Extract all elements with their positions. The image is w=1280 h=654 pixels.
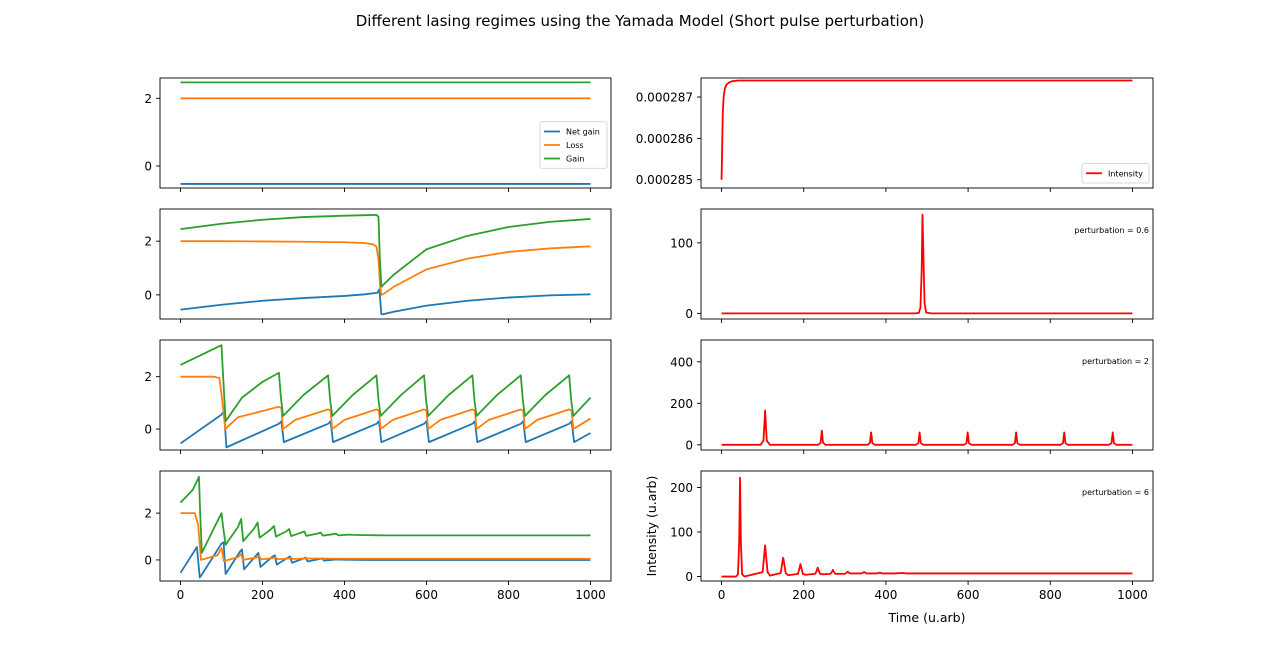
legend: Net gain Loss Gain [539, 121, 608, 169]
series-line-loss [180, 240, 591, 296]
axes-frame [700, 470, 1154, 582]
series-line-gain [179, 475, 591, 554]
y-tick-label: 2 [144, 370, 152, 384]
legend-entry: Intensity [1108, 169, 1143, 178]
x-tick-label: 0 [718, 588, 726, 602]
y-tick-label: 2 [144, 235, 152, 249]
y-tick-label: 0 [144, 423, 152, 437]
y-tick-label: 0.000287 [636, 91, 693, 105]
axes-frame [159, 77, 612, 189]
x-tick-label: 1000 [575, 588, 606, 602]
y-tick-label: 0.000285 [636, 173, 693, 187]
legend-box [1081, 163, 1150, 184]
x-tick-label: 800 [497, 588, 520, 602]
series-group [721, 476, 1133, 578]
x-axis-label: Time (u.arb) [888, 610, 966, 625]
series-group [180, 81, 591, 185]
y-tick-label: 200 [670, 397, 693, 411]
series-group [721, 409, 1133, 446]
y-tick-label: 2 [144, 92, 152, 106]
series-line-loss [180, 375, 591, 430]
series-line-intensity [720, 79, 1133, 180]
series-group [179, 475, 591, 579]
series-line-gain [180, 344, 592, 423]
axes-frame [159, 208, 612, 320]
legend-entry: Gain [566, 155, 584, 164]
series-line-gain [180, 213, 591, 288]
panel-left-3: 02 [144, 339, 612, 454]
panel-left-4: 0 200 400 600 800 1000 0 2 [144, 470, 612, 602]
y-tick-label: 0 [685, 438, 693, 452]
perturbation-annotation: perturbation = 0.6 [1074, 226, 1149, 235]
axes-frame [700, 339, 1154, 451]
x-tick-label: 0 [177, 588, 185, 602]
y-tick-label: 0 [144, 553, 152, 567]
legend: Intensity [1081, 163, 1150, 184]
series-line-net-gain [179, 541, 591, 579]
panel-left-1: 0 2 Net gain Loss Gain [144, 77, 612, 192]
x-tick-label: 400 [874, 588, 897, 602]
series-line-intensity [721, 409, 1133, 446]
legend-entry: Loss [566, 141, 584, 150]
y-axis-label: Intensity (u.arb) [644, 476, 659, 577]
panel-right-4: 0 200 400 600 800 1000 0 100 200 perturbation = 6… [644, 470, 1154, 625]
perturbation-annotation: perturbation = 2 [1082, 357, 1149, 366]
y-tick-label: 0 [685, 570, 693, 584]
legend-entry: Net gain [566, 128, 600, 137]
perturbation-annotation: perturbation = 6 [1082, 488, 1149, 497]
panel-left-2: 02 [144, 208, 612, 323]
series-group [720, 79, 1133, 180]
y-tick-label: 0 [144, 288, 152, 302]
axes-frame [700, 77, 1154, 189]
panel-right-2: 0 100 perturbation = 0.6 [670, 208, 1154, 323]
series-line-intensity [721, 476, 1133, 578]
x-tick-label: 200 [792, 588, 815, 602]
panel-right-3: 0 200 400 perturbation = 2 [670, 339, 1154, 454]
series-group [721, 213, 1133, 315]
x-tick-label: 600 [415, 588, 438, 602]
panel-right-1: 0.000285 0.000286 0.000287 Intensity [636, 77, 1154, 192]
x-tick-label: 800 [1039, 588, 1062, 602]
series-line-net-gain [180, 288, 591, 316]
figure-title: Different lasing regimes using the Yamad… [356, 12, 925, 30]
x-tick-label: 1000 [1117, 588, 1148, 602]
x-tick-label: 200 [251, 588, 274, 602]
y-tick-label: 200 [670, 481, 693, 495]
y-tick-label: 2 [144, 507, 152, 521]
y-tick-label: 100 [670, 236, 693, 250]
x-tick-label: 600 [957, 588, 980, 602]
series-group [180, 213, 591, 316]
axes-frame [159, 339, 612, 451]
y-tick-label: 100 [670, 526, 693, 540]
x-tick-label: 400 [333, 588, 356, 602]
series-line-net-gain [179, 409, 591, 449]
series-line-loss [180, 512, 591, 563]
legend-box [539, 121, 608, 169]
series-line-intensity [721, 213, 1133, 315]
series-group [179, 344, 592, 449]
y-tick-label: 0 [685, 307, 693, 321]
y-tick-label: 0.000286 [636, 132, 693, 146]
y-tick-label: 400 [670, 355, 693, 369]
axes-frame [159, 470, 612, 582]
y-tick-label: 0 [144, 160, 152, 174]
axes-frame [700, 208, 1154, 320]
